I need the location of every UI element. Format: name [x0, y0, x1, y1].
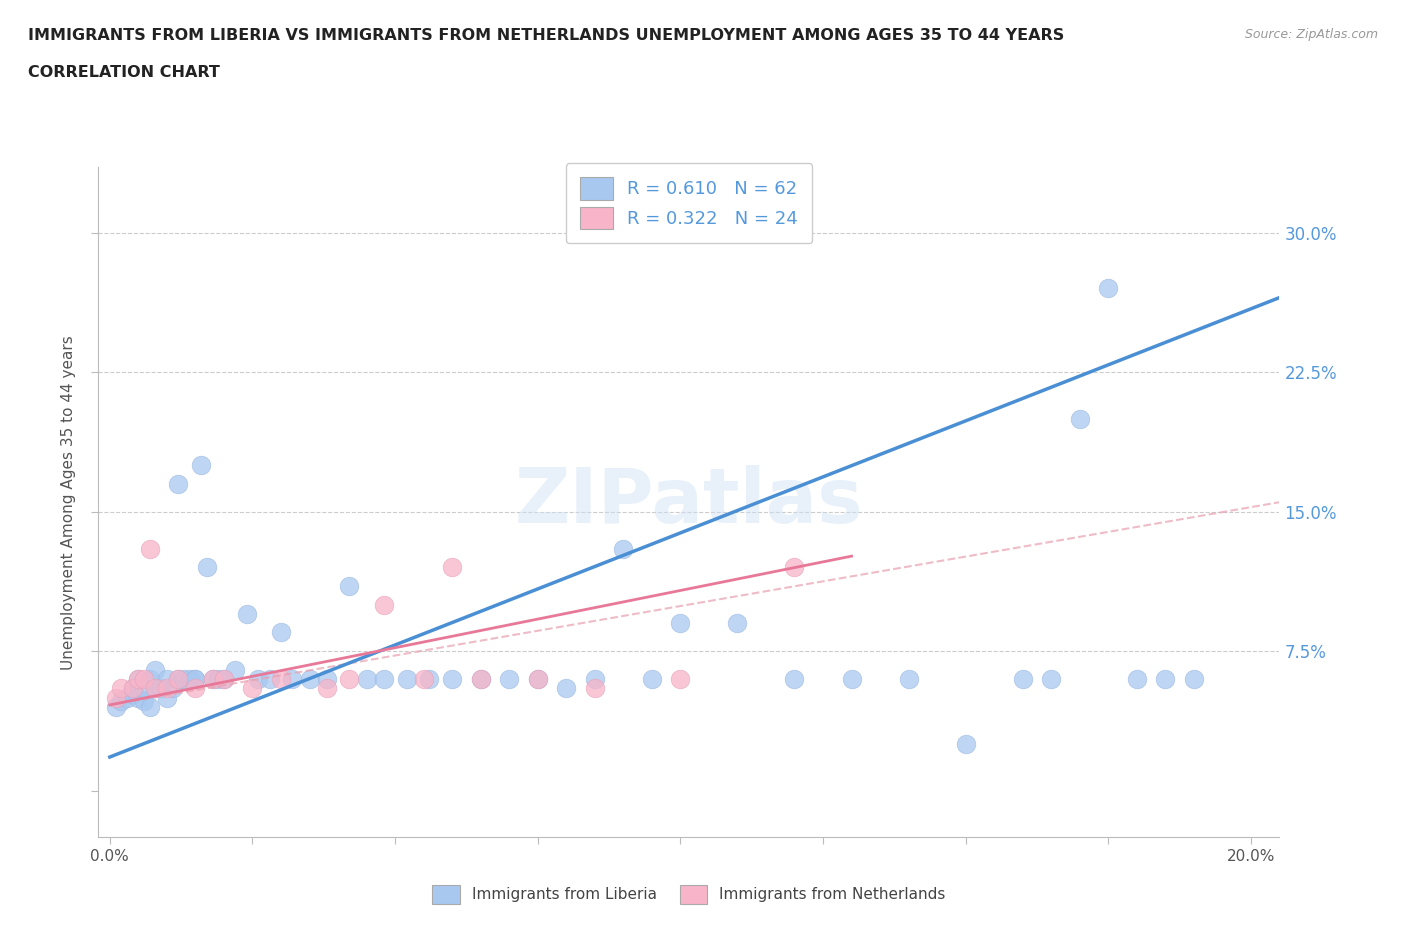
- Point: [201, 671, 224, 686]
- Point: [156, 690, 179, 705]
- Text: CORRELATION CHART: CORRELATION CHART: [28, 65, 219, 80]
- Point: [612, 541, 634, 556]
- Point: [897, 671, 920, 686]
- Point: [121, 681, 143, 696]
- Point: [132, 671, 155, 686]
- Point: [247, 671, 270, 686]
- Point: [110, 681, 132, 696]
- Point: [259, 671, 281, 686]
- Point: [1040, 671, 1063, 686]
- Point: [498, 671, 520, 686]
- Point: [1097, 281, 1119, 296]
- Text: IMMIGRANTS FROM LIBERIA VS IMMIGRANTS FROM NETHERLANDS UNEMPLOYMENT AMONG AGES 3: IMMIGRANTS FROM LIBERIA VS IMMIGRANTS FR…: [28, 28, 1064, 43]
- Point: [641, 671, 664, 686]
- Point: [127, 690, 149, 705]
- Point: [841, 671, 863, 686]
- Point: [184, 671, 207, 686]
- Point: [139, 541, 162, 556]
- Point: [139, 671, 162, 686]
- Point: [356, 671, 378, 686]
- Point: [121, 681, 143, 696]
- Point: [104, 699, 127, 714]
- Point: [669, 616, 692, 631]
- Point: [583, 681, 606, 696]
- Point: [145, 681, 167, 696]
- Point: [955, 737, 977, 751]
- Point: [145, 662, 167, 677]
- Point: [281, 671, 304, 686]
- Point: [201, 671, 224, 686]
- Point: [104, 690, 127, 705]
- Point: [127, 671, 149, 686]
- Point: [339, 671, 361, 686]
- Point: [184, 681, 207, 696]
- Text: Source: ZipAtlas.com: Source: ZipAtlas.com: [1244, 28, 1378, 41]
- Point: [418, 671, 440, 686]
- Point: [207, 671, 229, 686]
- Point: [212, 671, 235, 686]
- Point: [1011, 671, 1033, 686]
- Point: [270, 671, 292, 686]
- Point: [115, 690, 138, 705]
- Point: [373, 671, 395, 686]
- Point: [1154, 671, 1177, 686]
- Point: [195, 560, 218, 575]
- Point: [783, 671, 806, 686]
- Point: [236, 606, 259, 621]
- Point: [470, 671, 492, 686]
- Point: [242, 681, 264, 696]
- Legend: Immigrants from Liberia, Immigrants from Netherlands: Immigrants from Liberia, Immigrants from…: [426, 879, 952, 910]
- Point: [412, 671, 434, 686]
- Point: [441, 560, 464, 575]
- Point: [315, 681, 337, 696]
- Point: [583, 671, 606, 686]
- Point: [1069, 411, 1091, 426]
- Point: [179, 671, 201, 686]
- Point: [395, 671, 418, 686]
- Point: [167, 476, 190, 491]
- Text: ZIPatlas: ZIPatlas: [515, 465, 863, 539]
- Point: [121, 686, 143, 701]
- Point: [156, 671, 179, 686]
- Point: [132, 681, 155, 696]
- Y-axis label: Unemployment Among Ages 35 to 44 years: Unemployment Among Ages 35 to 44 years: [60, 335, 76, 670]
- Point: [145, 681, 167, 696]
- Point: [156, 681, 179, 696]
- Point: [526, 671, 548, 686]
- Point: [669, 671, 692, 686]
- Point: [783, 560, 806, 575]
- Point: [110, 694, 132, 709]
- Point: [127, 671, 149, 686]
- Point: [270, 625, 292, 640]
- Point: [212, 671, 235, 686]
- Point: [526, 671, 548, 686]
- Point: [725, 616, 748, 631]
- Point: [190, 458, 212, 472]
- Point: [373, 597, 395, 612]
- Point: [224, 662, 246, 677]
- Point: [184, 671, 207, 686]
- Point: [167, 671, 190, 686]
- Point: [1182, 671, 1205, 686]
- Point: [339, 578, 361, 593]
- Point: [132, 694, 155, 709]
- Point: [162, 681, 184, 696]
- Point: [298, 671, 321, 686]
- Point: [470, 671, 492, 686]
- Point: [167, 671, 190, 686]
- Point: [1126, 671, 1149, 686]
- Point: [555, 681, 578, 696]
- Point: [173, 671, 195, 686]
- Point: [315, 671, 337, 686]
- Point: [139, 699, 162, 714]
- Point: [150, 681, 173, 696]
- Point: [441, 671, 464, 686]
